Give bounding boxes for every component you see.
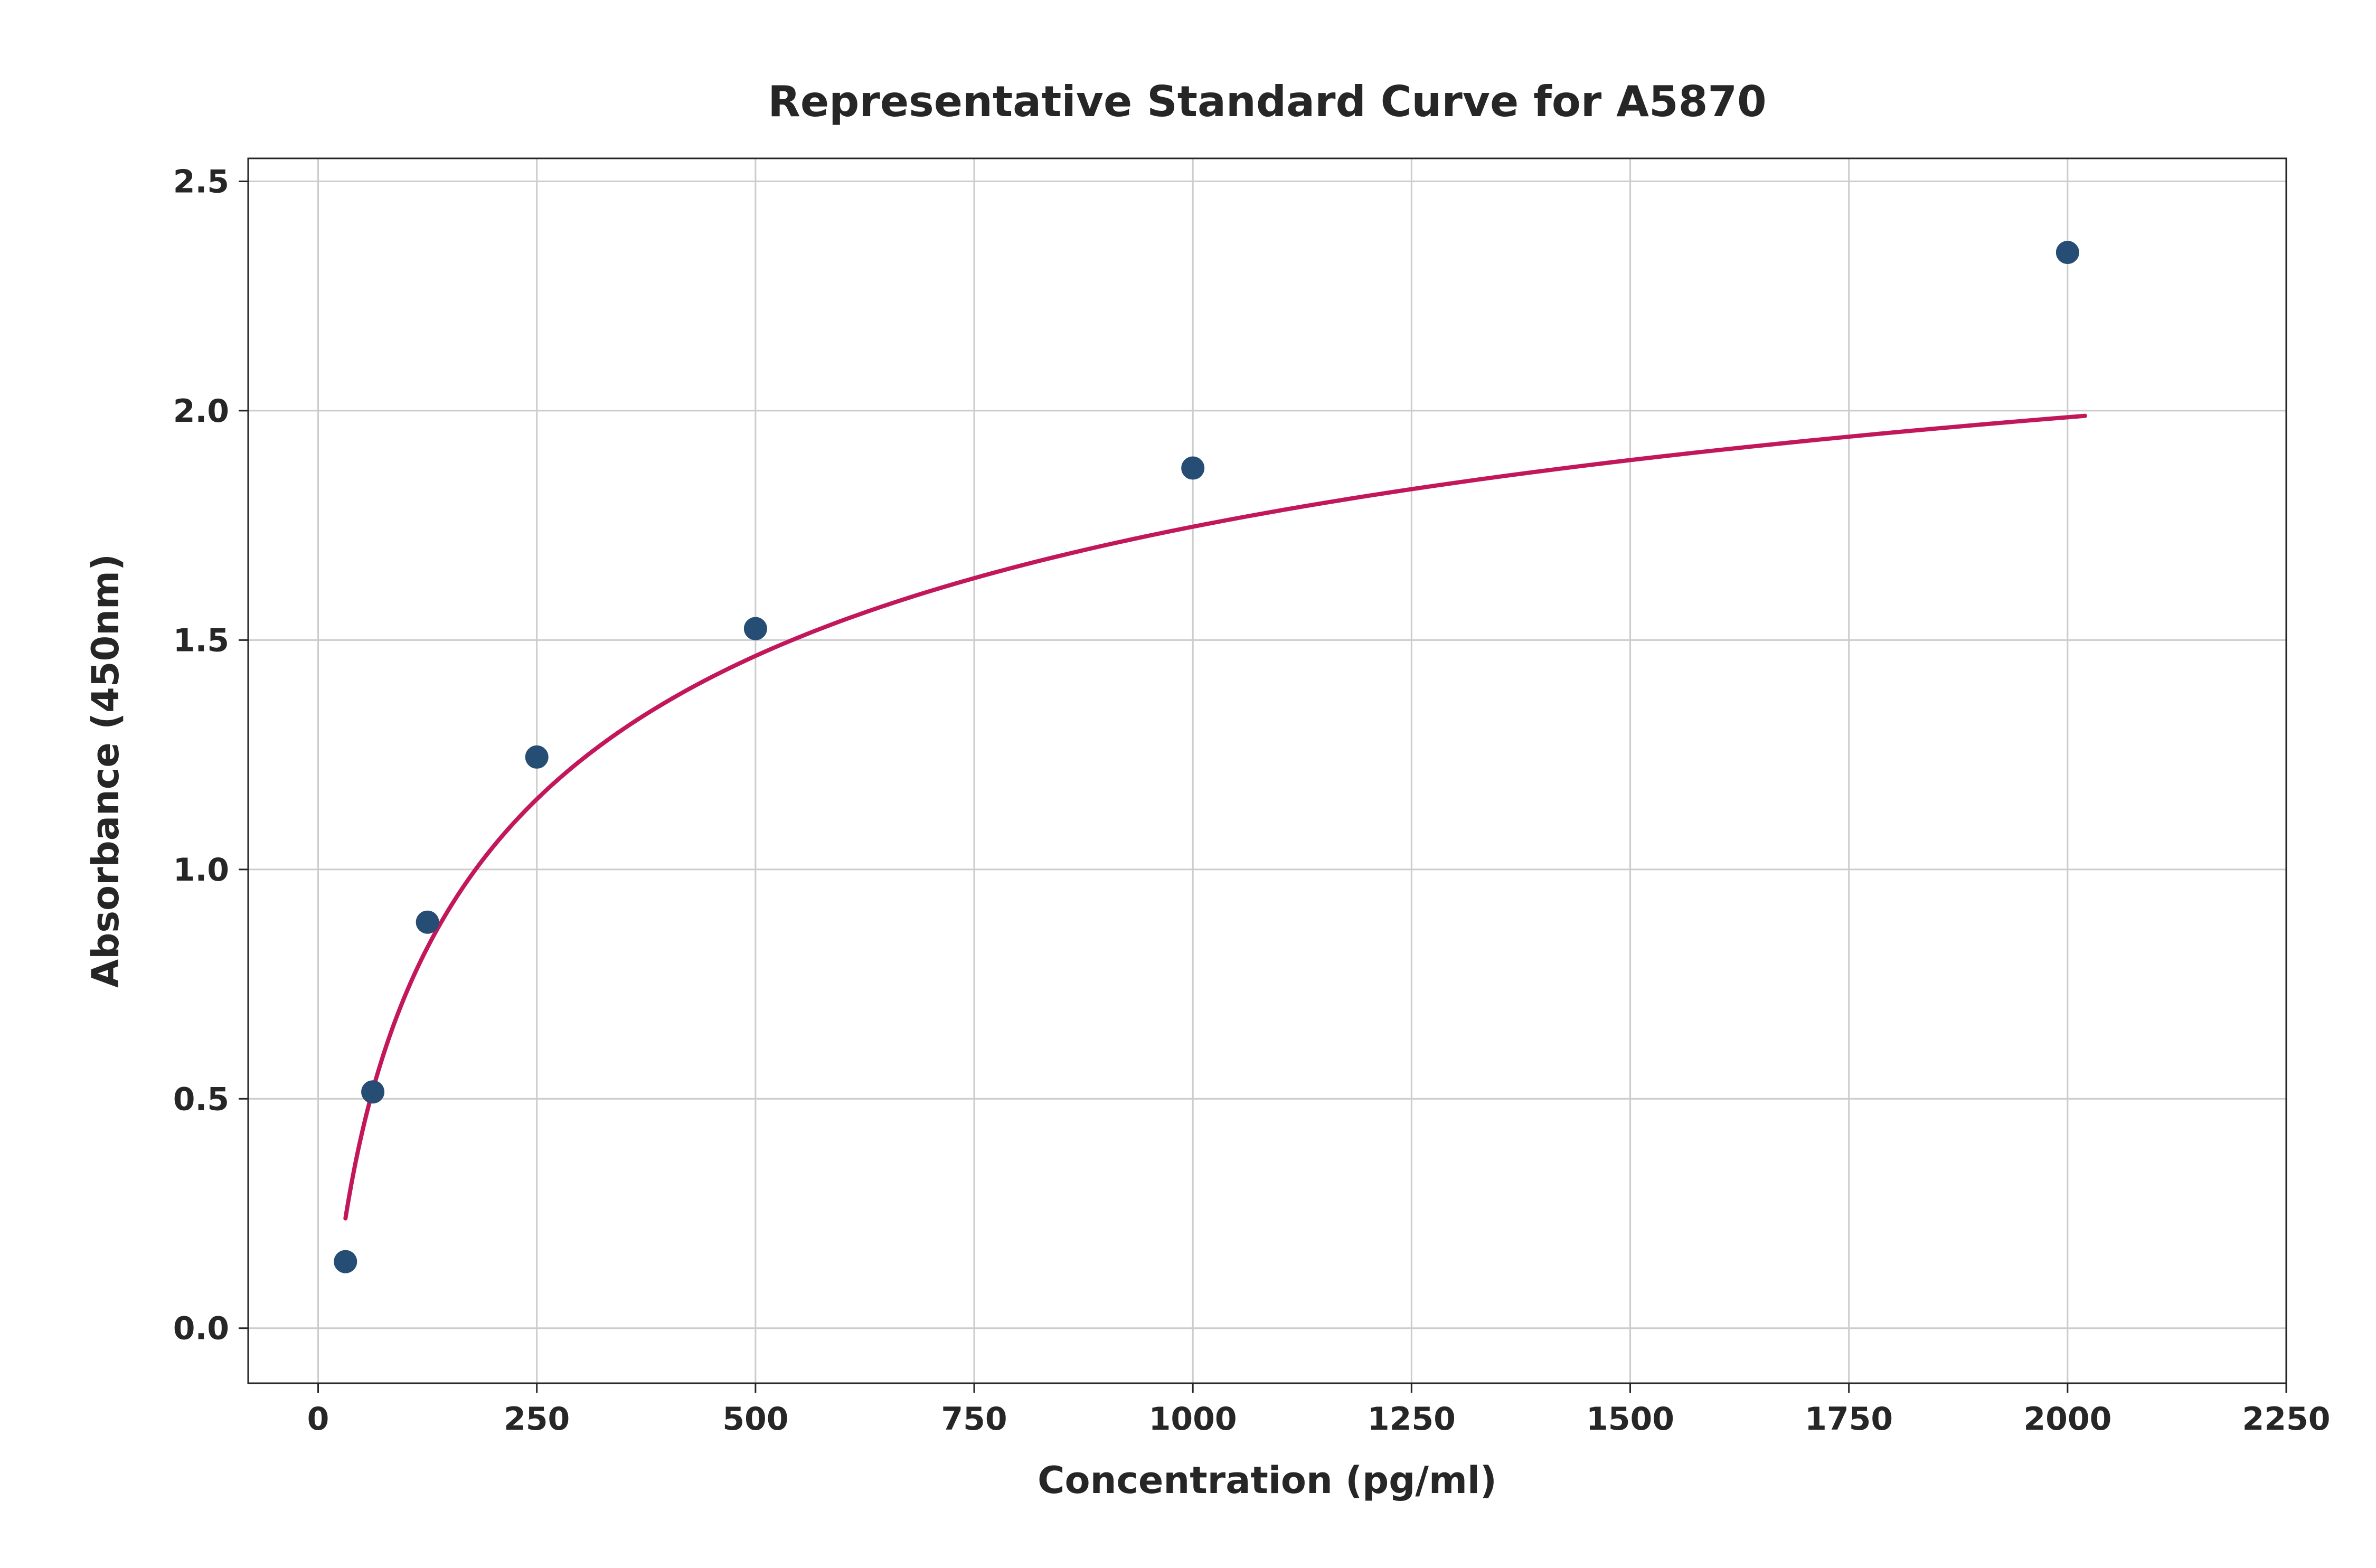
y-axis-label: Absorbance (450nm)	[84, 554, 127, 988]
data-point	[744, 618, 767, 640]
standard-curve-chart: 0 250 500 750 1000 1250 1500 1750 2000 2250 0.0 0.5…	[0, 0, 2376, 1568]
y-tick-label: 0.5	[173, 1081, 229, 1118]
x-tick-label: 250	[504, 1401, 570, 1438]
chart-title: Representative Standard Curve for A5870	[768, 77, 1766, 126]
x-tick-label: 1250	[1368, 1401, 1456, 1438]
chart-container: 0 250 500 750 1000 1250 1500 1750 2000 2250 0.0 0.5…	[0, 0, 2376, 1568]
x-tick-label: 1000	[1149, 1401, 1237, 1438]
y-tick-label: 0.0	[173, 1310, 229, 1347]
x-tick-label: 1750	[1805, 1401, 1893, 1438]
x-tick-label: 1500	[1586, 1401, 1674, 1438]
data-point	[526, 746, 548, 768]
x-tick-label: 750	[941, 1401, 1007, 1438]
data-point	[1182, 457, 1204, 479]
x-tick-label: 2250	[2242, 1401, 2331, 1438]
y-tick-label: 1.5	[173, 622, 229, 659]
y-tick-label: 1.0	[173, 852, 229, 889]
x-tick-label: 2000	[2023, 1401, 2111, 1438]
data-point	[362, 1081, 384, 1103]
y-tick-label: 2.0	[173, 393, 229, 430]
x-tick-label: 0	[307, 1401, 329, 1438]
data-point	[334, 1251, 356, 1273]
data-point	[417, 911, 439, 933]
x-axis-label: Concentration (pg/ml)	[1038, 1459, 1497, 1502]
y-tick-label: 2.5	[173, 163, 229, 200]
data-point	[2057, 241, 2079, 263]
plot-area	[248, 158, 2286, 1383]
x-tick-label: 500	[722, 1401, 788, 1438]
